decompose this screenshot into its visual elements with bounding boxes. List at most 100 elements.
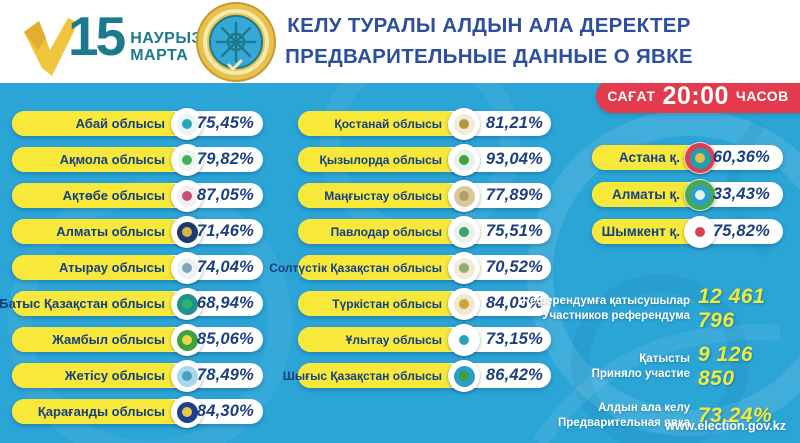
region-emblem-core: [453, 293, 475, 315]
region-name-pill: Шығыс Қазақстан облысы: [283, 363, 459, 388]
regions-column-2: Қостанай облысы 81,21% Қызылорда облысы …: [269, 108, 551, 392]
region-name: Астана қ.: [618, 150, 680, 165]
stat-label: Қатысты Приняло участие: [592, 352, 690, 382]
region-emblem-icon: [171, 288, 203, 320]
title-kazakh: КЕЛУ ТУРАЛЫ АЛДЫН АЛА ДЕРЕКТЕР: [287, 14, 691, 37]
stat-label-kk: Қатысты: [639, 353, 690, 365]
region-name: Түркістан облысы: [332, 296, 442, 311]
region-name-pill: Абай облысы: [12, 111, 182, 136]
region-value: 85,06%: [196, 330, 254, 348]
region-emblem-icon: [171, 324, 203, 356]
region-emblem-center: [182, 191, 192, 201]
region-name: Қызылорда облысы: [319, 152, 442, 167]
region-name: Павлодар облысы: [330, 224, 442, 239]
region-emblem-icon: [171, 108, 203, 140]
region-value: 74,04%: [196, 258, 254, 276]
region-emblem-core: [453, 221, 475, 243]
region-name-pill: Ұлытау облысы: [298, 327, 459, 352]
region-emblem-icon: [448, 216, 480, 248]
region-name: Қостанай облысы: [334, 116, 442, 131]
region-emblem-icon: [171, 144, 203, 176]
region-name: Ақмола облысы: [59, 152, 165, 167]
region-name: Шығыс Қазақстан облысы: [282, 368, 442, 383]
region-name-pill: Астана қ.: [592, 145, 697, 170]
stat-row: Референдумға қатысушылар Участников рефе…: [522, 285, 792, 333]
time-badge-label-kk: САҒАТ: [607, 88, 656, 104]
stat-label-kk: Референдумға қатысушылар: [522, 295, 690, 307]
region-name: Ұлытау облысы: [345, 332, 442, 347]
region-emblem-core: [689, 147, 711, 169]
region-name: Жетісу облысы: [64, 368, 165, 383]
region-emblem-center: [182, 155, 192, 165]
stat-row: Алдын ала келу Предварительная явка 73,2…: [558, 401, 792, 431]
region-emblem-center: [695, 190, 705, 200]
region-name-pill: Павлодар облысы: [298, 219, 459, 244]
region-value: 84,30%: [196, 402, 254, 420]
logo-month: НАУРЫЗ МАРТА: [130, 30, 202, 64]
stat-label-kk: Алдын ала келу: [598, 402, 690, 414]
region-row: Ақмола облысы 79,82%: [12, 144, 263, 176]
region-name-pill: Алматы қ.: [592, 182, 697, 207]
region-value: 75,51%: [485, 222, 543, 240]
region-value: 71,46%: [196, 222, 254, 240]
region-emblem-core: [689, 221, 711, 243]
region-emblem-center: [459, 371, 469, 381]
region-row: Шығыс Қазақстан облысы 86,42%: [283, 360, 551, 392]
region-emblem-core: [176, 149, 198, 171]
region-row: Абай облысы 75,45%: [12, 108, 263, 140]
region-emblem-center: [459, 263, 469, 273]
region-emblem-center: [459, 299, 469, 309]
region-name: Батыс Қазақстан облысы: [0, 296, 165, 311]
region-row: Шымкент қ. 75,82%: [592, 216, 783, 248]
region-value: 60,36%: [712, 148, 770, 166]
region-emblem-center: [695, 227, 705, 237]
region-row: Түркістан облысы 84,03%: [298, 288, 551, 320]
region-emblem-icon: [684, 179, 716, 211]
cities-column: Астана қ. 60,36% Алматы қ. 33,43% Шымкен…: [592, 142, 783, 248]
time-badge-label-ru: ЧАСОВ: [735, 88, 789, 104]
region-value: 77,89%: [485, 186, 543, 204]
region-name-pill: Солтүстік Қазақстан облысы: [269, 255, 459, 280]
region-value: 79,82%: [196, 150, 254, 168]
region-emblem-core: [453, 365, 475, 387]
region-name-pill: Алматы облысы: [12, 219, 182, 244]
region-name-pill: Ақмола облысы: [12, 147, 182, 172]
march-15-logo: 15 НАУРЫЗ МАРТА: [22, 6, 202, 76]
region-value: 70,52%: [485, 258, 543, 276]
region-row: Атырау облысы 74,04%: [12, 252, 263, 284]
region-name-pill: Қарағанды облысы: [12, 399, 182, 424]
region-emblem-core: [176, 185, 198, 207]
region-row: Павлодар облысы 75,51%: [298, 216, 551, 248]
region-value: 68,94%: [196, 294, 254, 312]
region-emblem-icon: [171, 360, 203, 392]
region-name: Қарағанды облысы: [37, 404, 165, 419]
region-name-pill: Шымкент қ.: [592, 219, 697, 244]
stat-value: 9 126 850: [698, 343, 754, 390]
region-row: Батыс Қазақстан облысы 68,94%: [0, 288, 263, 320]
logo-day: 15: [68, 5, 126, 67]
region-value: 87,05%: [196, 186, 254, 204]
region-name-pill: Атырау облысы: [12, 255, 182, 280]
header: 15 НАУРЫЗ МАРТА КЕЛУ ТУРАЛЫ АЛДЫН АЛА ДЕ…: [0, 0, 800, 83]
region-name-pill: Қостанай облысы: [298, 111, 459, 136]
region-name: Ақтөбе облысы: [62, 188, 165, 203]
region-emblem-core: [176, 401, 198, 423]
region-value: 81,21%: [485, 114, 543, 132]
region-value: 93,04%: [485, 150, 543, 168]
stat-label-ru: Приняло участие: [591, 368, 690, 380]
region-name-pill: Жамбыл облысы: [12, 327, 182, 352]
time-badge-time: 20:00: [662, 83, 729, 110]
region-emblem-core: [176, 113, 198, 135]
stat-label: Алдын ала келу Предварительная явка: [558, 401, 690, 431]
region-row: Ақтөбе облысы 87,05%: [12, 180, 263, 212]
region-emblem-core: [176, 293, 198, 315]
region-emblem-center: [182, 119, 192, 129]
region-emblem-icon: [684, 216, 716, 248]
region-emblem-icon: [171, 252, 203, 284]
region-emblem-icon: [448, 108, 480, 140]
region-emblem-center: [182, 227, 192, 237]
website-link[interactable]: www.election.gov.kz: [665, 419, 786, 433]
region-row: Қарағанды облысы 84,30%: [12, 396, 263, 428]
region-emblem-center: [182, 263, 192, 273]
region-emblem-icon: [448, 324, 480, 356]
